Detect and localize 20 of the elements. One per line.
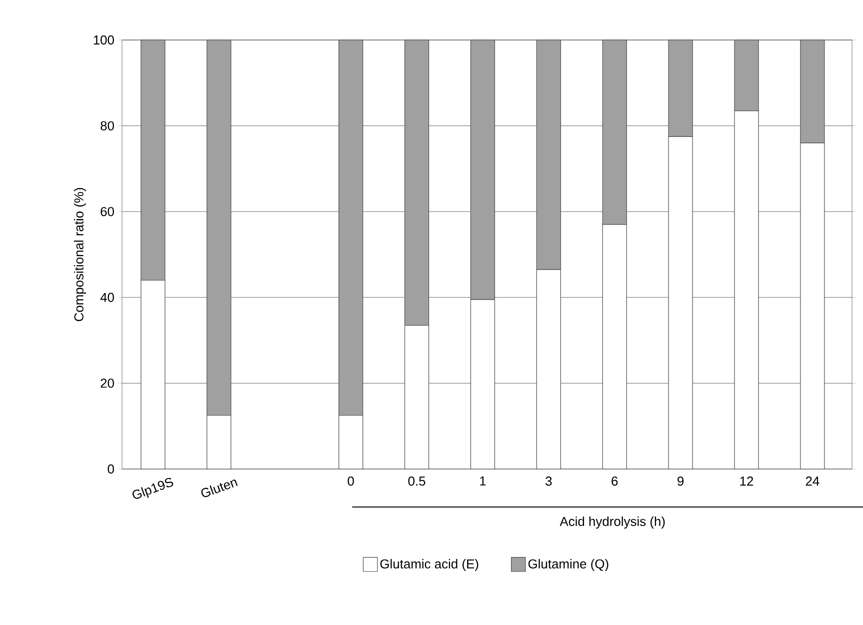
- y-tick-label: 100: [94, 35, 114, 45]
- x-tick-label: 1: [480, 476, 486, 486]
- y-tick-label: 40: [100, 292, 114, 302]
- x-tick-label: 9: [678, 476, 684, 486]
- x-axis-title: Acid hydrolysis (h): [560, 516, 665, 529]
- y-tick-label: 80: [100, 121, 114, 130]
- x-tick-label: 6: [612, 476, 618, 486]
- legend-label: Glutamine (Q): [528, 558, 608, 572]
- y-tick-label: 60: [100, 207, 114, 216]
- legend-label: Glutamic acid (E): [380, 558, 478, 572]
- x-tick-label: 0.5: [408, 476, 426, 486]
- x-tick-label: Glp19S: [132, 478, 174, 499]
- x-tick-label: 0: [348, 476, 354, 486]
- y-tick-label: 0: [108, 464, 114, 474]
- y-axis-title: Compositional ratio (%): [74, 188, 86, 322]
- x-tick-label: 3: [546, 476, 552, 486]
- y-tick-label: 20: [100, 378, 114, 388]
- x-tick-label: 12: [740, 476, 754, 486]
- x-tick-label: Gluten: [201, 480, 238, 498]
- x-tick-label: 24: [806, 476, 820, 486]
